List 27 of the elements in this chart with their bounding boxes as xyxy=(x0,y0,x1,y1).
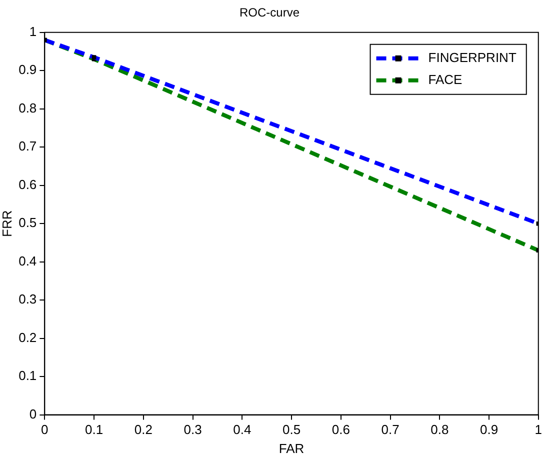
x-tick-label: 0.9 xyxy=(480,422,498,438)
legend-label: FACE xyxy=(428,72,463,87)
y-tick-label: 0.9 xyxy=(18,62,37,78)
y-tick-label: 0.2 xyxy=(18,330,37,345)
y-axis-title: FRR xyxy=(0,210,14,237)
x-tick-label: 0.3 xyxy=(184,422,202,438)
y-tick-label: 0.6 xyxy=(18,176,37,192)
y-tick-label: 0.8 xyxy=(18,100,37,116)
chart-title: ROC-curve xyxy=(239,6,300,20)
x-tick-label: 0.2 xyxy=(134,422,152,438)
x-tick-label: 0.7 xyxy=(381,422,400,438)
x-tick-label: 0.6 xyxy=(332,422,350,438)
x-tick-label: 0.5 xyxy=(282,422,301,438)
y-tick-label: 0.5 xyxy=(18,215,37,230)
x-axis-title: FAR xyxy=(278,440,304,456)
x-tick-label: 0.4 xyxy=(233,422,252,438)
y-tick-label: 1 xyxy=(29,24,37,39)
y-tick-label: 0.3 xyxy=(18,292,37,307)
x-tick-label: 0.1 xyxy=(85,422,104,438)
legend-label: FINGERPRINT xyxy=(428,50,516,65)
x-tick-label: 1 xyxy=(534,422,542,438)
y-tick-label: 0 xyxy=(29,406,37,422)
x-tick-label: 0 xyxy=(41,422,48,438)
y-tick-label: 0.4 xyxy=(18,253,37,268)
y-tick-label: 0.1 xyxy=(18,368,37,384)
y-tick-label: 0.7 xyxy=(18,138,37,154)
x-tick-label: 0.8 xyxy=(430,422,449,438)
